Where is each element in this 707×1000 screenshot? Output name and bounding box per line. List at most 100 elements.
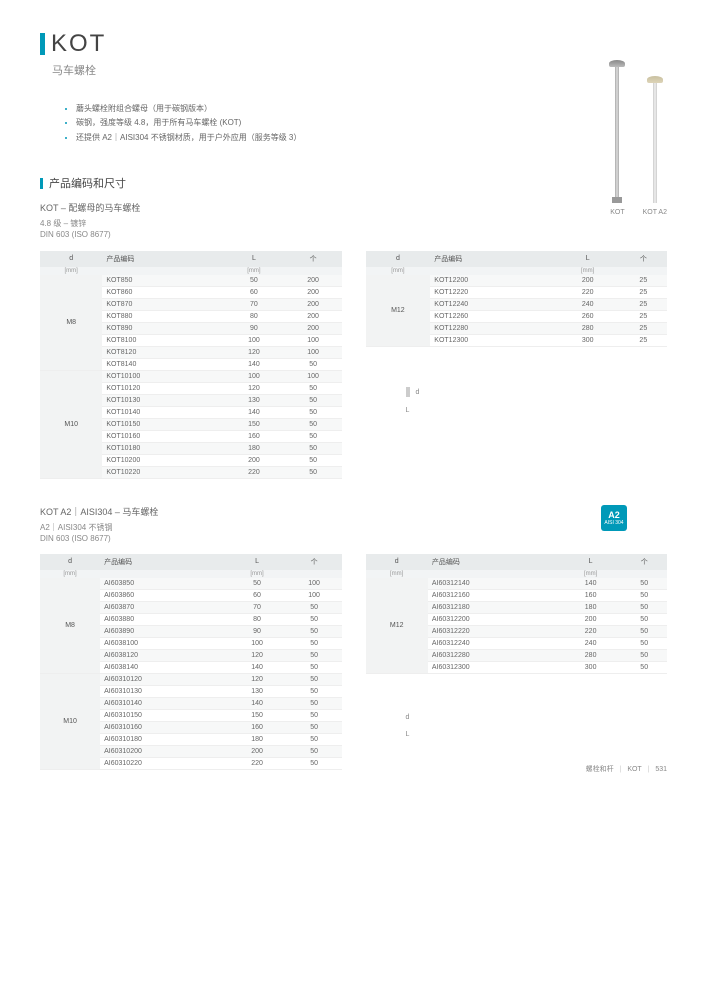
col-d: d <box>366 554 428 570</box>
cell-code: KOT12220 <box>430 286 555 298</box>
cell-code: KOT12240 <box>430 298 555 310</box>
group1-spec: 4.8 级 – 镀锌 DIN 603 (ISO 8677) <box>40 218 667 240</box>
col-qty: 个 <box>621 554 667 570</box>
unit <box>100 570 227 578</box>
cell-code: KOT850 <box>102 275 223 287</box>
feature-bullets: 蘑头螺栓附组合螺母（用于碳钢版本） 碳钢，强度等级 4.8，用于所有马车螺栓 (… <box>66 102 667 145</box>
cell-L: 220 <box>227 757 286 769</box>
cell-qty: 50 <box>287 673 342 685</box>
col-qty: 个 <box>287 554 342 570</box>
unit: [mm] <box>40 267 102 275</box>
cell-qty: 50 <box>287 661 342 673</box>
cell-qty: 50 <box>621 649 667 661</box>
cell-code: AI60312200 <box>428 613 560 625</box>
cell-qty: 200 <box>285 322 342 334</box>
accent-bar <box>40 178 43 189</box>
bolt-image-kot: KOT <box>610 60 624 216</box>
cell-qty: 50 <box>621 661 667 673</box>
cell-code: KOT10200 <box>102 454 223 466</box>
cell-qty: 50 <box>287 625 342 637</box>
cell-code: KOT890 <box>102 322 223 334</box>
cell-d: M12 <box>366 275 431 347</box>
table-row: M8AI60385050100 <box>40 578 342 590</box>
cell-L: 180 <box>560 601 622 613</box>
cell-qty: 50 <box>285 430 342 442</box>
cell-d: M10 <box>40 673 100 769</box>
cell-d: M8 <box>40 275 102 371</box>
cell-qty: 50 <box>287 721 342 733</box>
cell-qty: 50 <box>621 625 667 637</box>
bolt-label: KOT A2 <box>643 209 667 216</box>
cell-code: AI60312160 <box>428 589 560 601</box>
cell-L: 90 <box>223 322 285 334</box>
cell-L: 160 <box>223 430 285 442</box>
cell-code: AI60310150 <box>100 709 227 721</box>
cell-L: 140 <box>560 578 622 590</box>
cell-qty: 25 <box>620 322 667 334</box>
cell-qty: 50 <box>285 466 342 478</box>
cell-L: 120 <box>227 673 286 685</box>
footer-product: KOT <box>627 766 641 773</box>
col-d: d <box>366 251 431 267</box>
spec-line: DIN 603 (ISO 8677) <box>40 230 111 239</box>
bolt-image-kota2: KOT A2 <box>643 76 667 216</box>
cell-code: AI60312180 <box>428 601 560 613</box>
cell-L: 100 <box>227 637 286 649</box>
cell-L: 200 <box>227 745 286 757</box>
cell-code: KOT10120 <box>102 382 223 394</box>
cell-d: M12 <box>366 578 428 674</box>
cell-L: 200 <box>223 454 285 466</box>
bullet-item: 蘑头螺栓附组合螺母（用于碳钢版本） <box>76 102 667 116</box>
footer-page: 531 <box>655 766 667 773</box>
cell-code: KOT10220 <box>102 466 223 478</box>
unit <box>102 267 223 275</box>
cell-L: 160 <box>560 589 622 601</box>
cell-L: 200 <box>556 275 620 287</box>
group2-title: KOT A2｜AISI304 – 马车螺栓 <box>40 505 667 518</box>
cell-qty: 50 <box>285 358 342 370</box>
cell-qty: 100 <box>287 589 342 601</box>
cell-code: AI6038140 <box>100 661 227 673</box>
cell-L: 80 <box>227 613 286 625</box>
unit <box>620 267 667 275</box>
page-footer: 螺栓和杆 | KOT | 531 <box>586 764 667 774</box>
cell-qty: 50 <box>287 649 342 661</box>
cell-qty: 200 <box>285 298 342 310</box>
col-L: L <box>223 251 285 267</box>
cell-L: 300 <box>556 334 620 346</box>
cell-qty: 50 <box>285 442 342 454</box>
cell-qty: 50 <box>287 685 342 697</box>
cell-code: AI603890 <box>100 625 227 637</box>
cell-code: KOT8100 <box>102 334 223 346</box>
table-row: M12KOT1220020025 <box>366 275 668 287</box>
col-qty: 个 <box>620 251 667 267</box>
section-title: 产品编码和尺寸 <box>49 175 126 191</box>
cell-code: KOT12300 <box>430 334 555 346</box>
unit: [mm] <box>556 267 620 275</box>
dimension-diagram: d L <box>366 714 668 738</box>
cell-qty: 50 <box>621 578 667 590</box>
cell-qty: 50 <box>621 601 667 613</box>
table-kota2-left: d 产品编码 L 个 [mm] [mm] M8AI60385050100AI60… <box>40 554 342 770</box>
cell-L: 150 <box>227 709 286 721</box>
cell-L: 220 <box>223 466 285 478</box>
spec-line: 4.8 级 – 镀锌 <box>40 219 86 228</box>
cell-qty: 50 <box>621 613 667 625</box>
cell-qty: 50 <box>621 637 667 649</box>
cell-L: 50 <box>227 578 286 590</box>
cell-code: KOT10130 <box>102 394 223 406</box>
cell-L: 140 <box>227 661 286 673</box>
cell-code: AI603860 <box>100 589 227 601</box>
cell-qty: 25 <box>620 286 667 298</box>
col-d: d <box>40 251 102 267</box>
cell-qty: 50 <box>287 709 342 721</box>
cell-L: 100 <box>223 370 285 382</box>
col-code: 产品编码 <box>428 554 560 570</box>
cell-L: 150 <box>223 418 285 430</box>
cell-L: 240 <box>560 637 622 649</box>
cell-L: 220 <box>560 625 622 637</box>
unit <box>430 267 555 275</box>
bullet-item: 还提供 A2｜AISI304 不锈钢材质，用于户外应用（服务等级 3） <box>76 131 667 145</box>
cell-code: KOT880 <box>102 310 223 322</box>
cell-code: AI60312300 <box>428 661 560 673</box>
